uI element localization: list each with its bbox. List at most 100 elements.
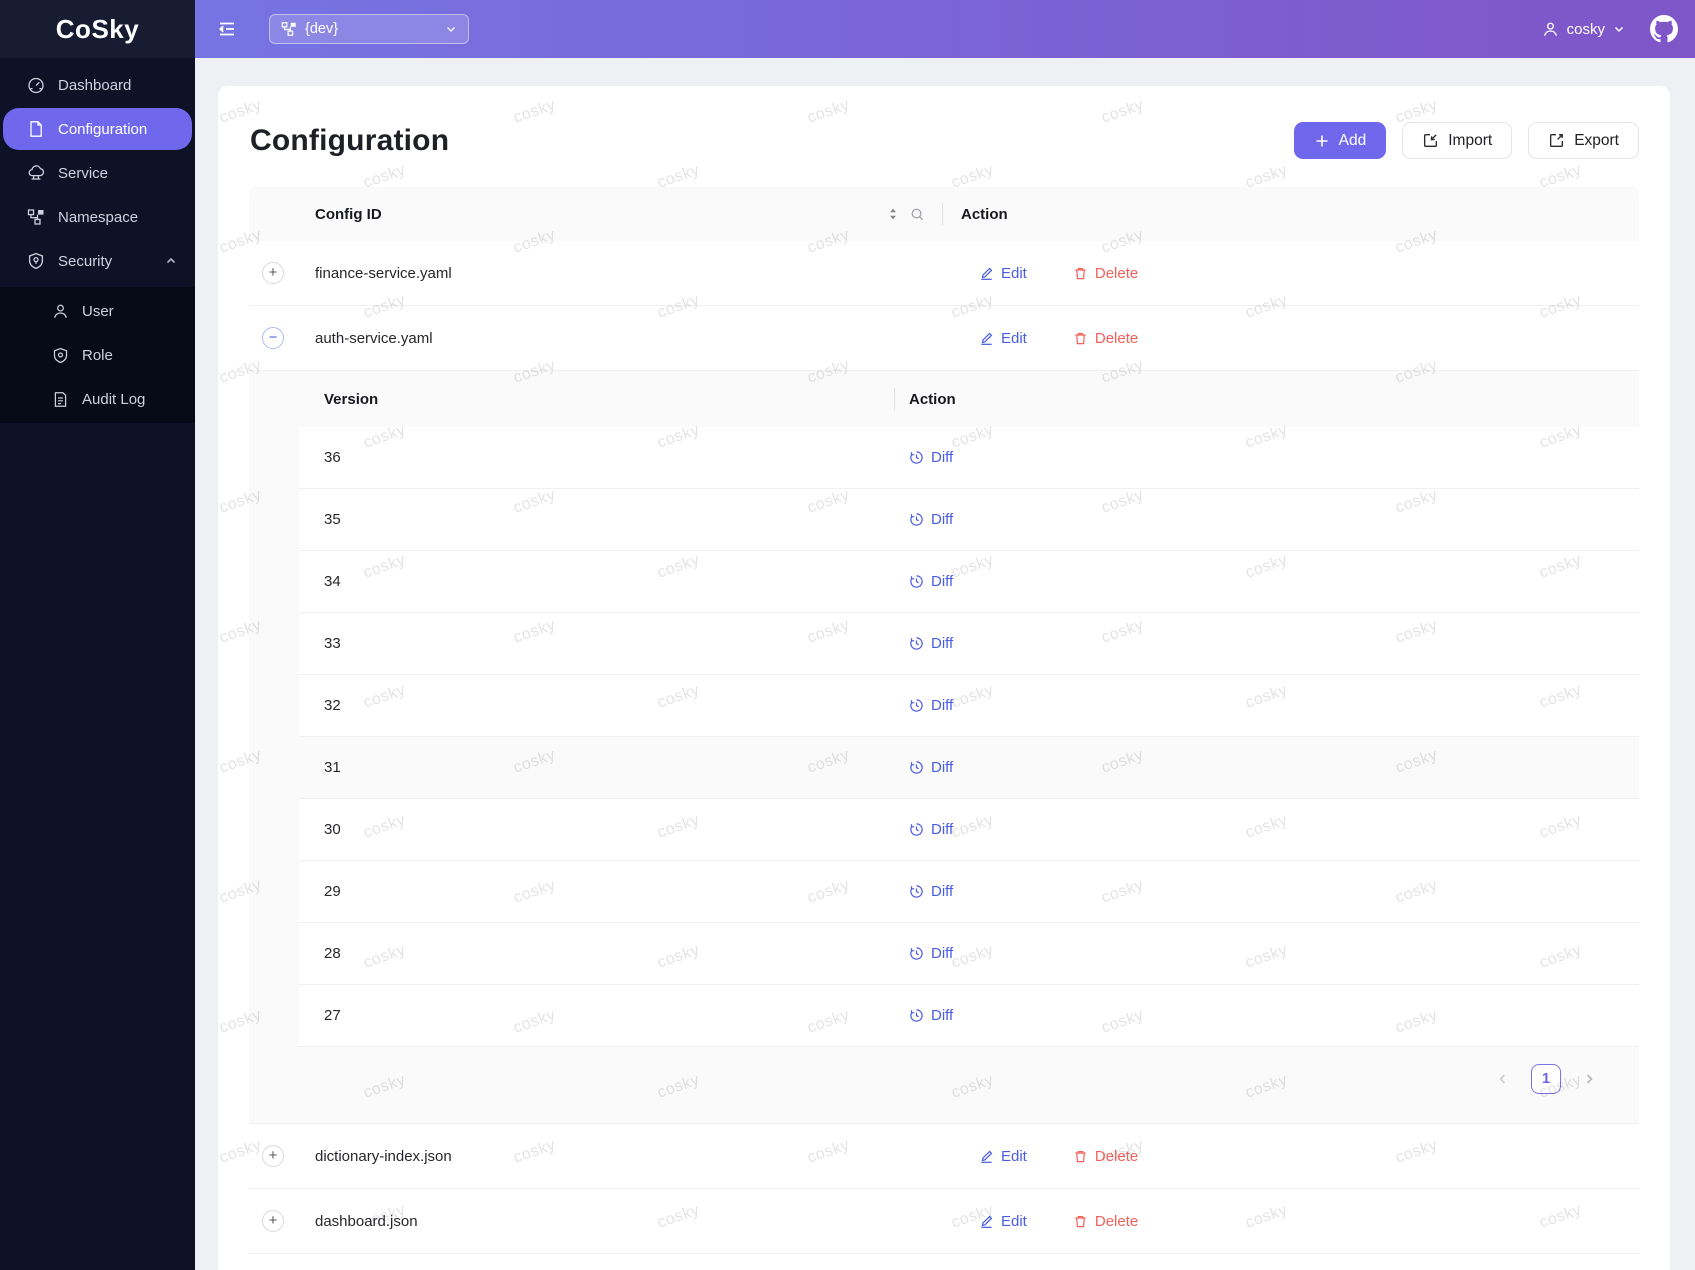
search-icon[interactable] [910,207,925,222]
expanded-versions-section: Version Action 36 Diff 35 Diff 34 Diff 33 Diff 3… [249,371,1639,1124]
edit-link[interactable]: Edit [979,265,1027,282]
version-cell: 28 [324,945,341,962]
user-menu[interactable]: cosky [1542,21,1625,38]
version-cell: 34 [324,573,341,590]
trash-icon [1075,332,1086,344]
chevron-down-icon [1614,26,1624,33]
action-header: Action [961,205,1008,223]
version-row: 35 Diff [299,489,1639,551]
import-button[interactable]: Import [1402,122,1513,159]
edit-link[interactable]: Edit [979,330,1027,347]
namespace-selector[interactable]: {dev} [269,14,469,44]
config-id-cell: dictionary-index.json [315,1147,452,1165]
sidebar-item-label: Dashboard [58,76,132,94]
history-icon [910,947,923,960]
versions-table-body: 36 Diff 35 Diff 34 Diff 33 Diff 32 Diff 31 Diff 30 Di… [299,427,1639,1047]
versions-pagination: 1 [299,1047,1639,1111]
diff-link[interactable]: Diff [909,1007,953,1024]
page-prev-icon[interactable] [1497,1073,1509,1085]
diff-link[interactable]: Diff [909,697,953,714]
versions-table-header: Version Action [299,371,1639,427]
version-row: 30 Diff [299,799,1639,861]
role-shield-icon [53,347,68,363]
github-link[interactable] [1650,15,1678,43]
version-cell: 33 [324,635,341,652]
chevron-up-icon [166,257,176,264]
version-header: Version [324,390,379,408]
sidebar-item-service[interactable]: Service [0,151,195,195]
menu-fold-button[interactable] [215,17,239,41]
audit-log-icon [54,391,67,407]
expand-row-button[interactable]: + [262,1145,284,1167]
namespace-icon [281,22,296,36]
sort-icon[interactable] [887,206,899,222]
sidebar-item-configuration[interactable]: Configuration [3,108,192,150]
version-cell: 29 [324,883,341,900]
page-next-icon[interactable] [1583,1073,1595,1085]
history-icon [910,1009,923,1022]
table-row: + dictionary-index.json Edit Delete [249,1124,1639,1189]
history-icon [910,513,923,526]
user-name: cosky [1566,20,1605,38]
trash-icon [1075,267,1086,279]
diff-link[interactable]: Diff [909,945,953,962]
sidebar-item-audit-log[interactable]: Audit Log [0,377,195,421]
cloud-server-icon [28,165,45,180]
expand-row-button[interactable]: + [262,262,284,284]
diff-link[interactable]: Diff [909,511,953,528]
delete-link[interactable]: Delete [1073,330,1138,347]
user-icon [54,304,67,318]
sidebar-item-label: Service [58,164,109,182]
collapse-row-button[interactable]: − [262,327,284,349]
page-number-button[interactable]: 1 [1531,1064,1561,1094]
sidebar-item-label: User [82,302,114,320]
delete-link[interactable]: Delete [1073,1213,1138,1230]
sidebar-item-dashboard[interactable]: Dashboard [0,63,195,107]
history-icon [910,885,923,898]
version-row: 31 Diff [299,737,1639,799]
edit-icon [981,332,993,345]
version-cell: 30 [324,821,341,838]
diff-link[interactable]: Diff [909,759,953,776]
sidebar-menu: Dashboard Configuration Service Namespac… [0,58,195,423]
sidebar-item-label: Namespace [58,208,139,226]
diff-link[interactable]: Diff [909,821,953,838]
export-icon [1550,133,1564,148]
edit-icon [981,1150,993,1163]
table-row: − auth-service.yaml Edit Delete [249,306,1639,371]
sidebar-item-security[interactable]: Security [0,239,195,283]
export-button[interactable]: Export [1528,122,1639,159]
expand-row-button[interactable]: + [262,1210,284,1232]
table-row: + finance-service.yaml Edit Delete [249,241,1639,306]
version-row: 29 Diff [299,861,1639,923]
sidebar-item-label: Audit Log [82,390,146,408]
sidebar-item-namespace[interactable]: Namespace [0,195,195,239]
config-id-header: Config ID [315,205,382,223]
delete-link[interactable]: Delete [1073,265,1138,282]
edit-link[interactable]: Edit [979,1213,1027,1230]
version-cell: 35 [324,511,341,528]
edit-link[interactable]: Edit [979,1148,1027,1165]
diff-link[interactable]: Diff [909,635,953,652]
import-icon [1424,133,1438,148]
config-id-cell: auth-service.yaml [315,329,433,347]
dashboard-icon [28,77,44,94]
config-id-cell: dashboard.json [315,1212,418,1230]
diff-link[interactable]: Diff [909,573,953,590]
trash-icon [1075,1150,1086,1162]
history-icon [910,637,923,650]
topbar: {dev} cosky [195,0,1695,58]
namespace-value: {dev} [305,21,339,37]
version-cell: 36 [324,449,341,466]
version-row: 36 Diff [299,427,1639,489]
sidebar-item-role[interactable]: Role [0,333,195,377]
delete-link[interactable]: Delete [1073,1148,1138,1165]
history-icon [910,575,923,588]
version-row: 28 Diff [299,923,1639,985]
config-table: Config ID Action + finance-service.yaml [249,187,1639,1254]
sidebar-item-label: Role [82,346,113,364]
sidebar-item-user[interactable]: User [0,289,195,333]
diff-link[interactable]: Diff [909,449,953,466]
diff-link[interactable]: Diff [909,883,953,900]
add-button[interactable]: Add [1293,122,1387,159]
